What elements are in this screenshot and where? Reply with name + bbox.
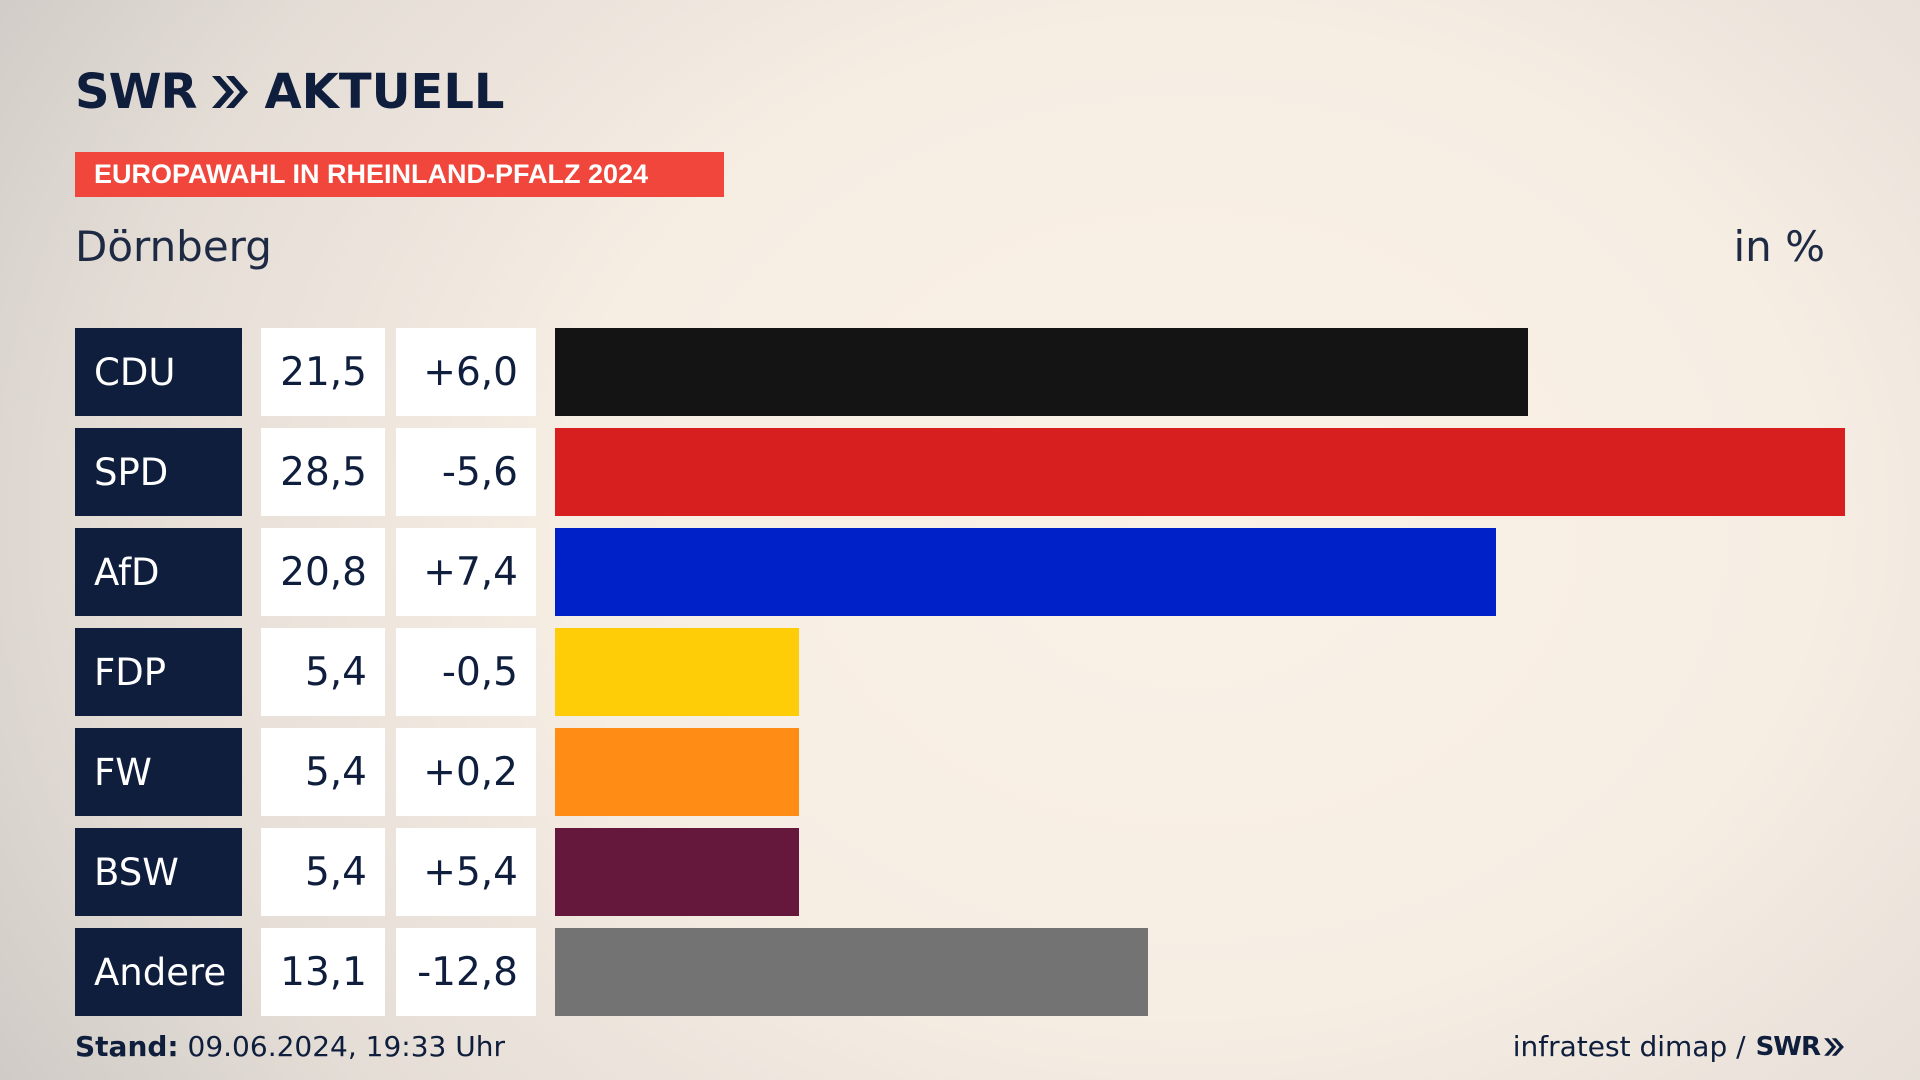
share-value: 5,4 xyxy=(261,628,385,716)
party-label: AfD xyxy=(75,528,242,616)
change-value: -12,8 xyxy=(396,928,536,1016)
share-value: 13,1 xyxy=(261,928,385,1016)
party-label: FW xyxy=(75,728,242,816)
bar-bsw xyxy=(555,828,799,916)
stand-label: Stand: xyxy=(75,1030,179,1063)
bar-afd xyxy=(555,528,1496,616)
bar-fw xyxy=(555,728,799,816)
change-value: +5,4 xyxy=(396,828,536,916)
bar-cdu xyxy=(555,328,1528,416)
share-value: 5,4 xyxy=(261,828,385,916)
change-value: +7,4 xyxy=(396,528,536,616)
place-title: Dörnberg xyxy=(75,222,272,271)
source-credit: infratest dimap / SWR xyxy=(1513,1030,1845,1063)
share-value: 21,5 xyxy=(261,328,385,416)
unit-label: in % xyxy=(1733,222,1825,271)
bar-spd xyxy=(555,428,1845,516)
change-value: +6,0 xyxy=(396,328,536,416)
source-brand-logo: SWR xyxy=(1756,1032,1845,1062)
bar-fdp xyxy=(555,628,799,716)
double-chevron-icon xyxy=(1824,1037,1844,1056)
brand-name: SWR xyxy=(75,64,197,120)
double-chevron-icon xyxy=(212,76,249,108)
party-label: Andere xyxy=(75,928,242,1016)
source-brand-name: SWR xyxy=(1755,1031,1821,1062)
party-label: CDU xyxy=(75,328,242,416)
swr-aktuell-logo: SWR AKTUELL xyxy=(75,62,505,122)
share-value: 5,4 xyxy=(261,728,385,816)
change-value: -5,6 xyxy=(396,428,536,516)
share-value: 28,5 xyxy=(261,428,385,516)
stand-value: 09.06.2024, 19:33 Uhr xyxy=(187,1030,505,1063)
party-label: SPD xyxy=(75,428,242,516)
party-label: FDP xyxy=(75,628,242,716)
share-value: 20,8 xyxy=(261,528,385,616)
election-banner: EUROPAWAHL IN RHEINLAND-PFALZ 2024 xyxy=(75,152,724,197)
bar-andere xyxy=(555,928,1148,1016)
change-value: +0,2 xyxy=(396,728,536,816)
timestamp: Stand: 09.06.2024, 19:33 Uhr xyxy=(75,1030,505,1063)
source-text: infratest dimap / xyxy=(1512,1030,1746,1063)
change-value: -0,5 xyxy=(396,628,536,716)
brand-channel: AKTUELL xyxy=(264,64,505,120)
party-label: BSW xyxy=(75,828,242,916)
